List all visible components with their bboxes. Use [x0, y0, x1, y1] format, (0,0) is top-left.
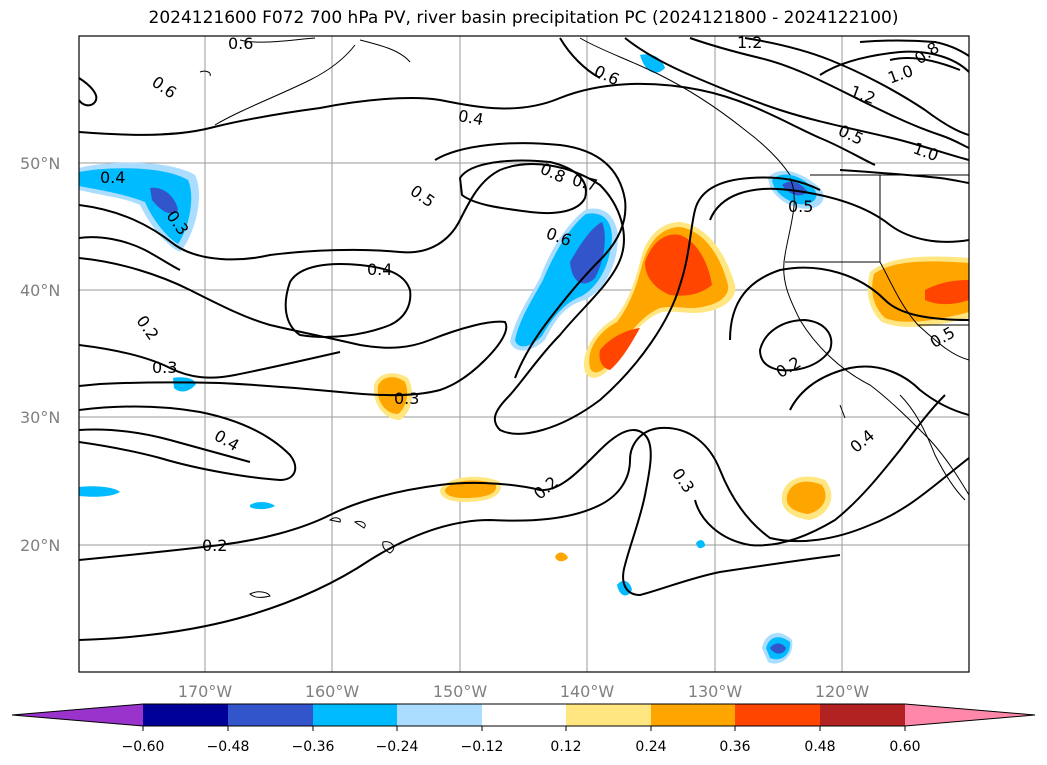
- precip-negative-area: [79, 168, 192, 244]
- contour-label: 0.3: [394, 389, 419, 408]
- precip-positive-area: [925, 280, 969, 305]
- precip-positive-area: [872, 261, 969, 322]
- contour-label: 1.2: [737, 33, 762, 52]
- precip-negative-area: [173, 377, 196, 392]
- colorbar-tick-label: 0.24: [635, 739, 666, 755]
- contour-label: 0.5: [788, 197, 813, 216]
- colorbar-segment: [651, 704, 735, 726]
- contour-label: 0.4: [367, 260, 392, 279]
- colorbar-tick-label: 0.60: [889, 739, 920, 755]
- contour-label: 0.6: [228, 34, 253, 53]
- latitude-labels: 50°N 40°N 30°N 20°N: [20, 154, 60, 555]
- colorbar-tick-label: −0.48: [207, 739, 250, 755]
- colorbar-segment: [143, 704, 228, 726]
- precip-positive-area: [599, 328, 640, 370]
- pv-contours: [79, 37, 969, 641]
- contour-label: 0.2: [202, 536, 227, 555]
- colorbar-tick-label: 0.12: [550, 739, 581, 755]
- colorbar-tick-label: −0.36: [292, 739, 335, 755]
- colorbar-tick-label: 0.36: [719, 739, 750, 755]
- colorbar-segment: [228, 704, 313, 726]
- coastlines: [144, 37, 969, 598]
- contour-label: 0.4: [457, 106, 485, 129]
- lon-tick-label: 160°W: [305, 682, 360, 701]
- colorbar: −0.60 −0.48 −0.36 −0.24 −0.12 0.12 0.24 …: [11, 703, 1036, 755]
- longitude-labels: 170°W 160°W 150°W 140°W 130°W 120°W: [178, 682, 870, 701]
- lat-tick-label: 40°N: [20, 281, 60, 300]
- lat-tick-label: 50°N: [20, 154, 60, 173]
- lon-tick-label: 140°W: [560, 682, 615, 701]
- precip-negative-area: [250, 502, 275, 510]
- lon-tick-label: 170°W: [178, 682, 233, 701]
- precip-positive-area: [786, 481, 826, 514]
- colorbar-tick-label: 0.48: [804, 739, 835, 755]
- precip-negative-area: [150, 187, 178, 214]
- colorbar-extend-right: [905, 704, 1035, 726]
- map-frame: [78, 35, 970, 673]
- precip-positive-area: [445, 480, 497, 498]
- colorbar-segment: [397, 704, 482, 726]
- lon-tick-label: 150°W: [433, 682, 488, 701]
- colorbar-extend-left: [12, 704, 143, 726]
- map-title: 2024121600 F072 700 hPa PV, river basin …: [148, 8, 899, 28]
- colorbar-tick-label: −0.24: [376, 739, 419, 755]
- precip-positive-area: [645, 234, 712, 296]
- colorbar-segment: [735, 704, 820, 726]
- lon-tick-label: 120°W: [815, 682, 870, 701]
- contour-label: 0.4: [100, 168, 125, 187]
- precip-negative-area: [696, 540, 705, 549]
- colorbar-segment: [482, 704, 566, 726]
- precip-negative-area: [770, 643, 786, 654]
- precip-positive-area: [555, 552, 568, 562]
- precip-negative-area: [79, 486, 120, 497]
- precipitation-anomaly-shading: [79, 54, 969, 664]
- colorbar-segment: [820, 704, 905, 726]
- lon-tick-label: 130°W: [688, 682, 743, 701]
- colorbar-tick-label: −0.12: [461, 739, 504, 755]
- colorbar-segment: [313, 704, 397, 726]
- colorbar-ticks: [142, 726, 906, 731]
- precip-negative-area: [570, 222, 605, 284]
- colorbar-segment: [566, 704, 651, 726]
- colorbar-tick-label: −0.60: [122, 739, 165, 755]
- lat-tick-label: 20°N: [20, 536, 60, 555]
- map-background: [79, 36, 969, 672]
- contour-label: 0.3: [152, 358, 177, 377]
- lat-tick-label: 30°N: [20, 408, 60, 427]
